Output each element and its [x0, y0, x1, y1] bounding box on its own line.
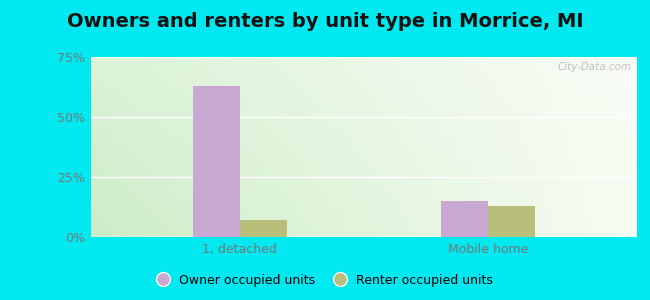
- Legend: Owner occupied units, Renter occupied units: Owner occupied units, Renter occupied un…: [153, 270, 497, 291]
- Bar: [240, 220, 287, 237]
- Bar: [488, 206, 535, 237]
- Text: Owners and renters by unit type in Morrice, MI: Owners and renters by unit type in Morri…: [67, 12, 583, 31]
- Bar: [441, 201, 488, 237]
- Text: City-Data.com: City-Data.com: [558, 62, 632, 72]
- Bar: [193, 86, 240, 237]
